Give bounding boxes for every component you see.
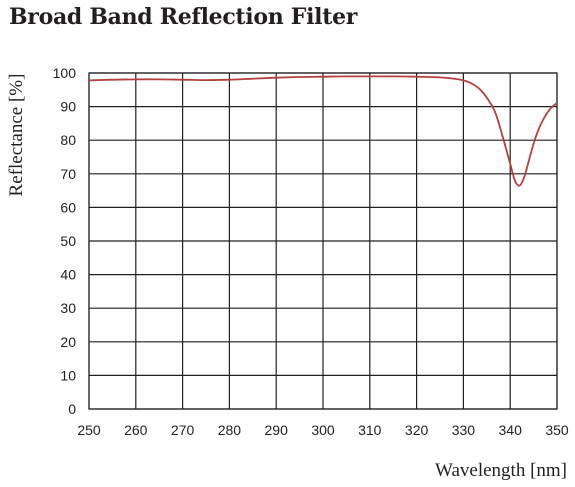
x-tick-label: 330 xyxy=(452,422,476,438)
x-tick-label: 340 xyxy=(499,422,523,438)
y-tick-label: 0 xyxy=(68,401,76,417)
chart-title: Broad Band Reflection Filter xyxy=(9,4,358,30)
y-tick-label: 70 xyxy=(60,166,76,182)
y-tick-label: 80 xyxy=(60,132,76,148)
y-tick-label: 90 xyxy=(60,99,76,115)
reflectance-series-line xyxy=(88,75,558,187)
plot-frame xyxy=(88,72,558,410)
x-tick-label: 350 xyxy=(545,422,569,438)
y-tick-label: 40 xyxy=(60,267,76,283)
x-tick-label: 250 xyxy=(77,422,101,438)
y-axis-label: Reflectance [%] xyxy=(6,74,27,197)
x-tick-label: 280 xyxy=(218,422,242,438)
y-tick-labels: 0 10 20 30 40 50 60 70 80 90 100 xyxy=(53,65,77,417)
x-tick-label: 270 xyxy=(171,422,195,438)
x-tick-label: 290 xyxy=(265,422,289,438)
x-axis-label: Wavelength [nm] xyxy=(435,460,567,481)
y-tick-label: 10 xyxy=(60,367,76,383)
grid-layer xyxy=(88,72,558,410)
y-tick-label: 50 xyxy=(60,233,76,249)
y-tick-label: 100 xyxy=(53,65,77,81)
x-tick-label: 310 xyxy=(358,422,382,438)
x-tick-label: 320 xyxy=(405,422,429,438)
x-tick-labels: 250 260 270 280 290 300 310 320 330 340 350 xyxy=(77,422,569,438)
x-tick-label: 260 xyxy=(124,422,148,438)
x-tick-label: 300 xyxy=(311,422,335,438)
y-tick-label: 30 xyxy=(60,300,76,316)
y-tick-label: 20 xyxy=(60,334,76,350)
line-layer xyxy=(88,75,558,187)
y-tick-label: 60 xyxy=(60,199,76,215)
